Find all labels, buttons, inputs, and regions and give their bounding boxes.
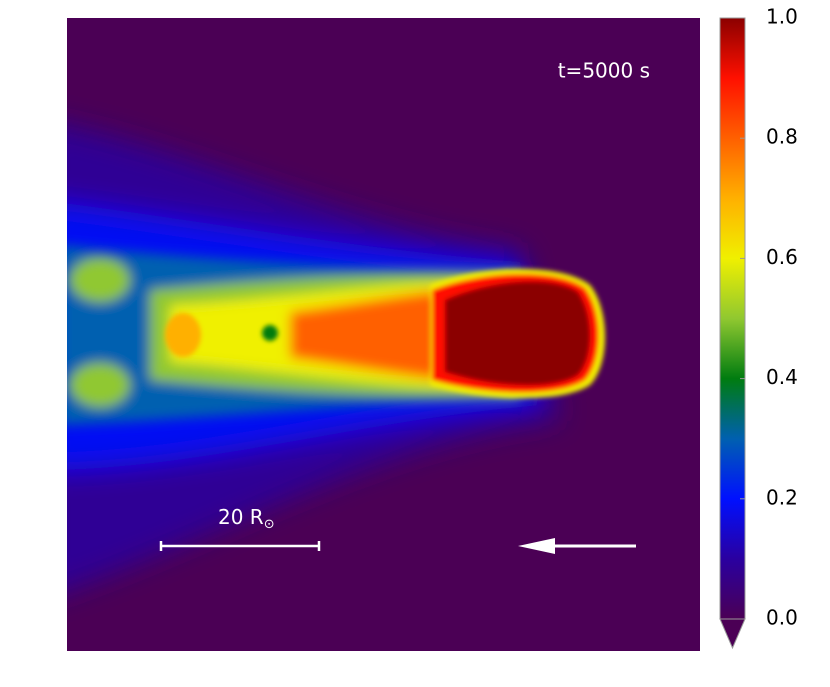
direction-arrow [518, 538, 636, 554]
colorbar-tick-label: 0.2 [766, 485, 798, 509]
colorbar-tick-label: 0.8 [766, 125, 798, 149]
colorbar-tick-label: 1.0 [766, 5, 798, 29]
scale-label: 20 R⊙ [218, 505, 275, 532]
scale-text: 20 R [218, 505, 264, 529]
colorbar-extend [719, 618, 746, 650]
scale-subscript: ⊙ [264, 517, 275, 532]
colorbar-tick-label: 0.0 [766, 606, 798, 630]
scale-bar [159, 541, 321, 551]
simulation-image: t=5000 s 20 R⊙ [67, 18, 700, 651]
time-label: t=5000 s [558, 59, 650, 83]
colorbar-tick-label: 0.4 [766, 365, 798, 389]
colorbar-tick-label: 0.6 [766, 245, 798, 269]
colorbar: 0.0 0.2 0.4 0.6 0.8 1.0 [719, 5, 798, 650]
colorbar-fill [719, 17, 746, 620]
